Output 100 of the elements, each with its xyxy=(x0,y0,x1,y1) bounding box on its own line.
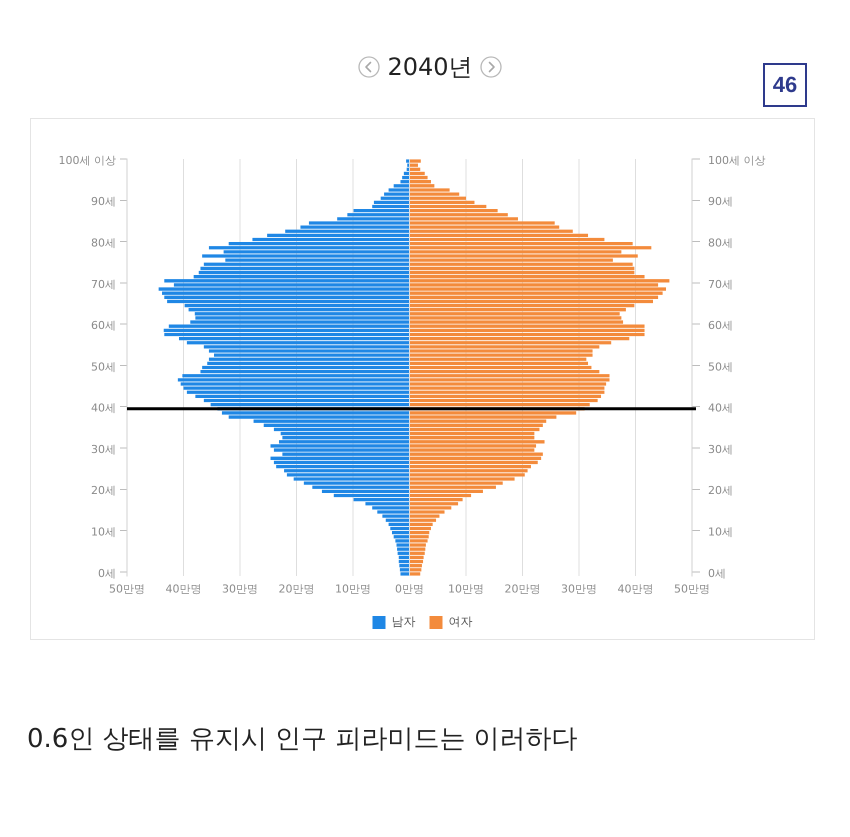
bar xyxy=(410,539,428,543)
bar xyxy=(410,518,436,522)
bar xyxy=(276,464,409,468)
bar xyxy=(162,292,409,295)
x-tick-label: 30만명 xyxy=(561,582,597,596)
bar xyxy=(202,366,409,370)
bar xyxy=(395,539,409,543)
x-tick-label: 40만명 xyxy=(618,582,654,596)
bar xyxy=(410,328,645,332)
bar xyxy=(270,444,409,448)
y2-tick-label: 10세 xyxy=(708,526,733,539)
x-tick-label: 10만명 xyxy=(448,582,484,596)
bar xyxy=(274,460,409,464)
bar xyxy=(410,332,645,336)
bar xyxy=(374,200,409,204)
bar xyxy=(410,378,610,382)
bar xyxy=(410,353,593,357)
bar xyxy=(410,522,433,526)
bar xyxy=(186,390,409,394)
bar xyxy=(410,394,602,398)
bar xyxy=(180,382,409,386)
bar xyxy=(410,424,543,427)
bar xyxy=(164,332,409,336)
y2-tick-label: 70세 xyxy=(708,278,733,291)
bar xyxy=(270,456,409,460)
y-tick-label: 50세 xyxy=(91,360,116,374)
bar xyxy=(400,572,409,576)
bar xyxy=(410,543,426,547)
bar xyxy=(164,279,409,282)
bar xyxy=(410,552,425,555)
bar xyxy=(410,456,542,460)
bar xyxy=(167,300,409,304)
bar xyxy=(410,560,424,564)
number-box: 46 xyxy=(763,63,807,107)
bar xyxy=(286,473,409,476)
y2-tick-label: 40세 xyxy=(708,402,733,415)
x-tick-label: 50만명 xyxy=(109,582,145,596)
bar xyxy=(410,526,431,530)
legend-label: 남자 xyxy=(392,614,416,629)
bar xyxy=(410,556,424,560)
y-tick-label: 90세 xyxy=(91,195,116,208)
bar xyxy=(410,279,670,282)
bar xyxy=(410,473,525,476)
bar xyxy=(274,448,409,452)
bar xyxy=(410,172,425,176)
y-tick-label: 10세 xyxy=(91,526,116,539)
text: 0.6인 상태를 유지시 인구 피라미드는 이러하다 xyxy=(27,723,578,756)
x-tick-label: 40만명 xyxy=(166,582,202,596)
bar xyxy=(410,246,652,250)
bar xyxy=(410,452,543,456)
bar xyxy=(158,287,409,291)
bar xyxy=(410,564,422,568)
y-tick-label: 100세 이상 xyxy=(58,154,116,167)
bar xyxy=(397,548,409,551)
bar xyxy=(410,262,633,266)
bar xyxy=(410,316,622,320)
y2-tick-label: 100세 이상 xyxy=(708,154,766,167)
bar xyxy=(384,192,409,196)
x-tick-label: 20만명 xyxy=(504,582,540,596)
bar xyxy=(410,176,428,180)
bar xyxy=(398,552,409,555)
y-tick-label: 20세 xyxy=(91,484,116,498)
bar xyxy=(410,159,421,163)
x-tick-label: 30만명 xyxy=(222,582,258,596)
bar xyxy=(410,386,604,390)
x-tick-label: 10만명 xyxy=(335,582,371,596)
bar xyxy=(410,502,458,506)
bar xyxy=(282,436,409,440)
bar xyxy=(178,378,409,382)
bar xyxy=(410,287,666,291)
bar xyxy=(410,382,606,386)
bar xyxy=(392,530,409,534)
y-tick-label: 80세 xyxy=(91,236,116,250)
bar xyxy=(410,164,418,167)
bar xyxy=(410,568,422,572)
bar xyxy=(164,328,409,332)
bar xyxy=(388,522,409,526)
chart-title: 2040년 xyxy=(387,52,473,83)
legend-label: 여자 xyxy=(448,614,472,629)
bar xyxy=(410,411,576,415)
y-tick-label: 60세 xyxy=(91,319,116,332)
y2-tick-label: 20세 xyxy=(708,484,733,498)
bar xyxy=(410,535,429,538)
bar xyxy=(202,254,409,258)
bar xyxy=(410,398,598,402)
x-tick-label: 50만명 xyxy=(674,582,710,596)
bar xyxy=(410,180,431,184)
bar xyxy=(410,440,545,444)
bar xyxy=(410,221,555,225)
y2-tick-label: 80세 xyxy=(708,236,733,250)
bar xyxy=(184,386,409,390)
bar xyxy=(410,374,610,378)
x-tick-label: 20만명 xyxy=(278,582,314,596)
y-tick-label: 0세 xyxy=(98,566,116,580)
y2-tick-label: 90세 xyxy=(708,195,733,208)
bar xyxy=(188,308,409,312)
bar xyxy=(410,548,426,551)
bar xyxy=(410,266,634,270)
bar xyxy=(164,296,409,299)
bar xyxy=(410,324,645,328)
